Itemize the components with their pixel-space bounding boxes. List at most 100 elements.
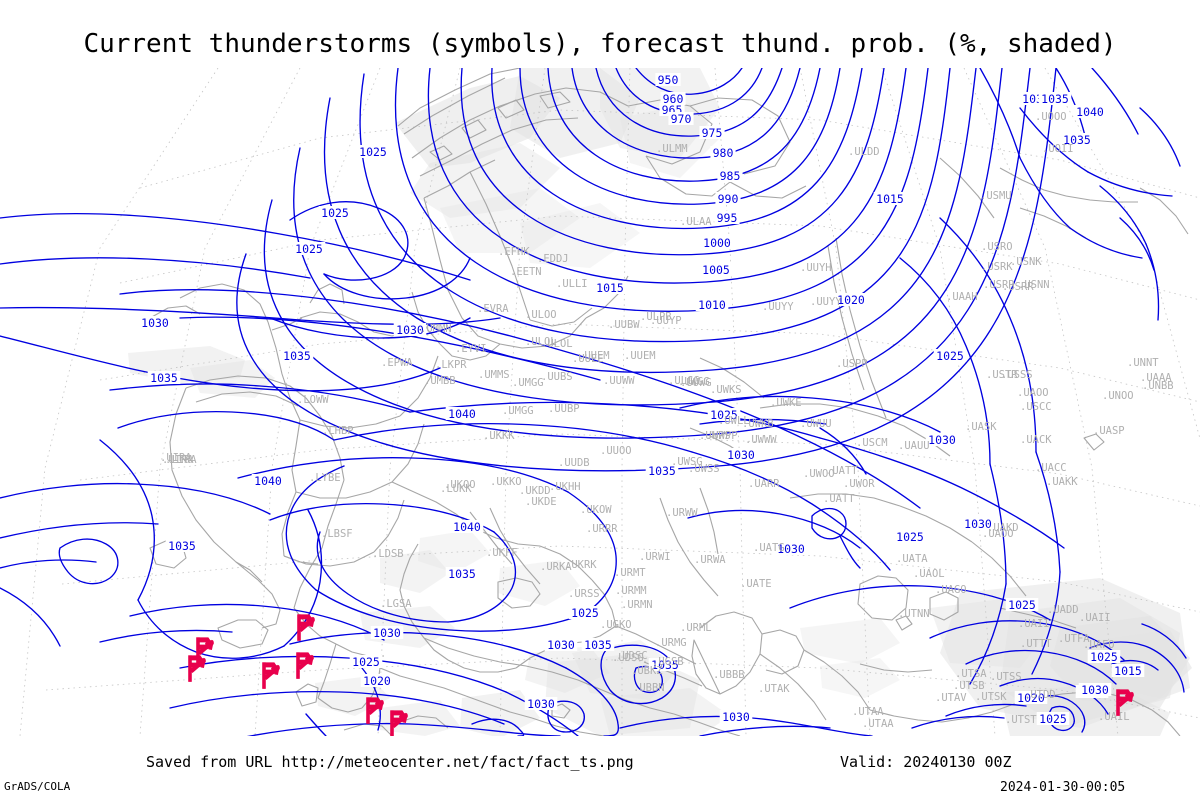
isobar-label-halo — [568, 606, 602, 619]
isobar-label: 1030 — [1081, 683, 1109, 697]
station-label: .UWKS — [710, 384, 742, 396]
station-label: .UUYH — [800, 262, 832, 274]
station-label: .UUYY — [762, 301, 794, 313]
isobar-label: 990 — [718, 192, 739, 206]
isobar-label: 1030 — [928, 433, 956, 447]
thunderstorm-symbol[interactable] — [366, 697, 385, 724]
station-label: .UWOO — [803, 468, 835, 480]
station-label: .ULPB — [640, 311, 672, 323]
station-label: .UBKZ — [631, 665, 663, 677]
station-label: .ULMM — [656, 143, 688, 155]
isobar-label: 1020 — [837, 293, 865, 307]
isobar-label: 980 — [713, 146, 734, 160]
isobar-label: 1035 — [1063, 133, 1091, 147]
station-label: .UAII — [1018, 618, 1050, 630]
isobar-label: 1035 — [168, 539, 196, 553]
station-label: .UTSS — [990, 671, 1022, 683]
isobar-label-halo — [714, 211, 740, 224]
station-label: .UNNT — [1127, 357, 1159, 369]
station-label: .URWA — [694, 554, 726, 566]
station-label: .UUWG — [680, 377, 712, 389]
station-label: .EFHK — [498, 246, 530, 258]
page-title: Current thunderstorms (symbols), forecas… — [83, 29, 1117, 59]
station-label: .USRR — [983, 279, 1015, 291]
isobar-label-halo — [699, 263, 733, 276]
station-label: .UKKK — [483, 430, 515, 442]
station-label: .UUEE — [572, 353, 604, 365]
thunderstorm-symbol[interactable] — [188, 655, 207, 682]
thunderstorm-symbol[interactable] — [196, 637, 215, 664]
isobar-label-halo — [700, 236, 734, 249]
station-label: .EYVI — [455, 343, 487, 355]
isobar-label-halo — [292, 242, 326, 255]
thunderstorm-glyph — [262, 662, 281, 689]
thunderstorm-glyph — [390, 710, 409, 736]
station-label: .USTR — [986, 369, 1018, 381]
station-label: .LOWW — [297, 394, 329, 406]
isobar-label: 950 — [658, 73, 679, 87]
station-label: .UKRK — [565, 559, 597, 571]
station-label: .UAOO — [1017, 387, 1049, 399]
isobar-label-halo — [717, 169, 743, 182]
isobar-label: 1035 — [651, 658, 679, 672]
station-label: .UUYY — [810, 296, 842, 308]
isobar-label: 1040 — [448, 407, 476, 421]
station-label: .USMU — [980, 190, 1012, 202]
station-label: .UWOR — [843, 478, 875, 490]
isobar-label: 1025 — [1039, 712, 1067, 726]
station-label: .UKDD — [519, 485, 551, 497]
station-label: .URSS — [568, 588, 600, 600]
station-label: .UUOO — [600, 445, 632, 457]
station-label: .UWUU — [800, 418, 832, 430]
station-label: .URWI — [639, 551, 671, 563]
thunderstorm-symbol[interactable] — [297, 614, 316, 641]
station-label: .UWKB — [742, 418, 774, 430]
station-label: .UWSG — [671, 456, 703, 468]
isobar-label: 960 — [663, 92, 684, 106]
station-label: .USRO — [981, 241, 1013, 253]
station-label: .URWW — [666, 507, 698, 519]
isobar-label-halo — [445, 407, 479, 420]
station-label: .ULDD — [848, 146, 880, 158]
isobar-label: 985 — [720, 169, 741, 183]
station-label: .URMM — [615, 585, 647, 597]
station-label: .UOOO — [1035, 111, 1067, 123]
station-label: .USNK — [1010, 256, 1042, 268]
thunderstorm-glyph — [296, 652, 315, 679]
thunderstorm-symbol[interactable] — [296, 652, 315, 679]
isobar-label: 1025 — [1008, 598, 1036, 612]
isobar-label: 1025 — [321, 206, 349, 220]
station-label: .UTDD — [1024, 689, 1056, 701]
isobar-label-halo — [445, 567, 479, 580]
station-label: .UMGG — [512, 377, 544, 389]
isobar-label: 975 — [702, 126, 723, 140]
thunderstorm-symbol[interactable] — [1116, 689, 1135, 716]
isobar-label-halo — [1111, 664, 1145, 677]
isobar-label: 1030 — [396, 323, 424, 337]
isobar-label: 1030 — [964, 517, 992, 531]
station-label: .LBSF — [321, 528, 353, 540]
isobar-label-halo — [581, 638, 615, 651]
thunderstorm-glyph — [297, 614, 316, 641]
isobar-label: 1035 — [150, 371, 178, 385]
isobar-label: 1030 — [527, 697, 555, 711]
station-label: .URMN — [621, 599, 653, 611]
isobar-label-halo — [695, 298, 729, 311]
station-label: .UWKE — [770, 397, 802, 409]
thunderstorm-symbol[interactable] — [262, 662, 281, 689]
producer-credit: GrADS/COLA — [4, 780, 71, 793]
station-label: .UWPS — [699, 430, 731, 442]
station-label: .UAUU — [898, 440, 930, 452]
station-label: .UDSG — [612, 652, 644, 664]
map-canvas[interactable]: 950 960 965 970 975 980 985 990 995 1000 1005 1010 1… — [0, 68, 1200, 736]
station-label: .UATT — [823, 493, 855, 505]
station-label: .UAAA — [1140, 372, 1172, 384]
station-label: .UASP — [1093, 425, 1125, 437]
thunderstorm-symbol[interactable] — [390, 710, 409, 736]
station-label: .UATG — [753, 542, 785, 554]
thunderstorm-symbols[interactable] — [188, 614, 1135, 736]
isobar-label: 1025 — [1090, 650, 1118, 664]
station-label: .UKOO — [444, 479, 476, 491]
station-label: .UADD — [1047, 604, 1079, 616]
isobar-label: 1015 — [596, 281, 624, 295]
